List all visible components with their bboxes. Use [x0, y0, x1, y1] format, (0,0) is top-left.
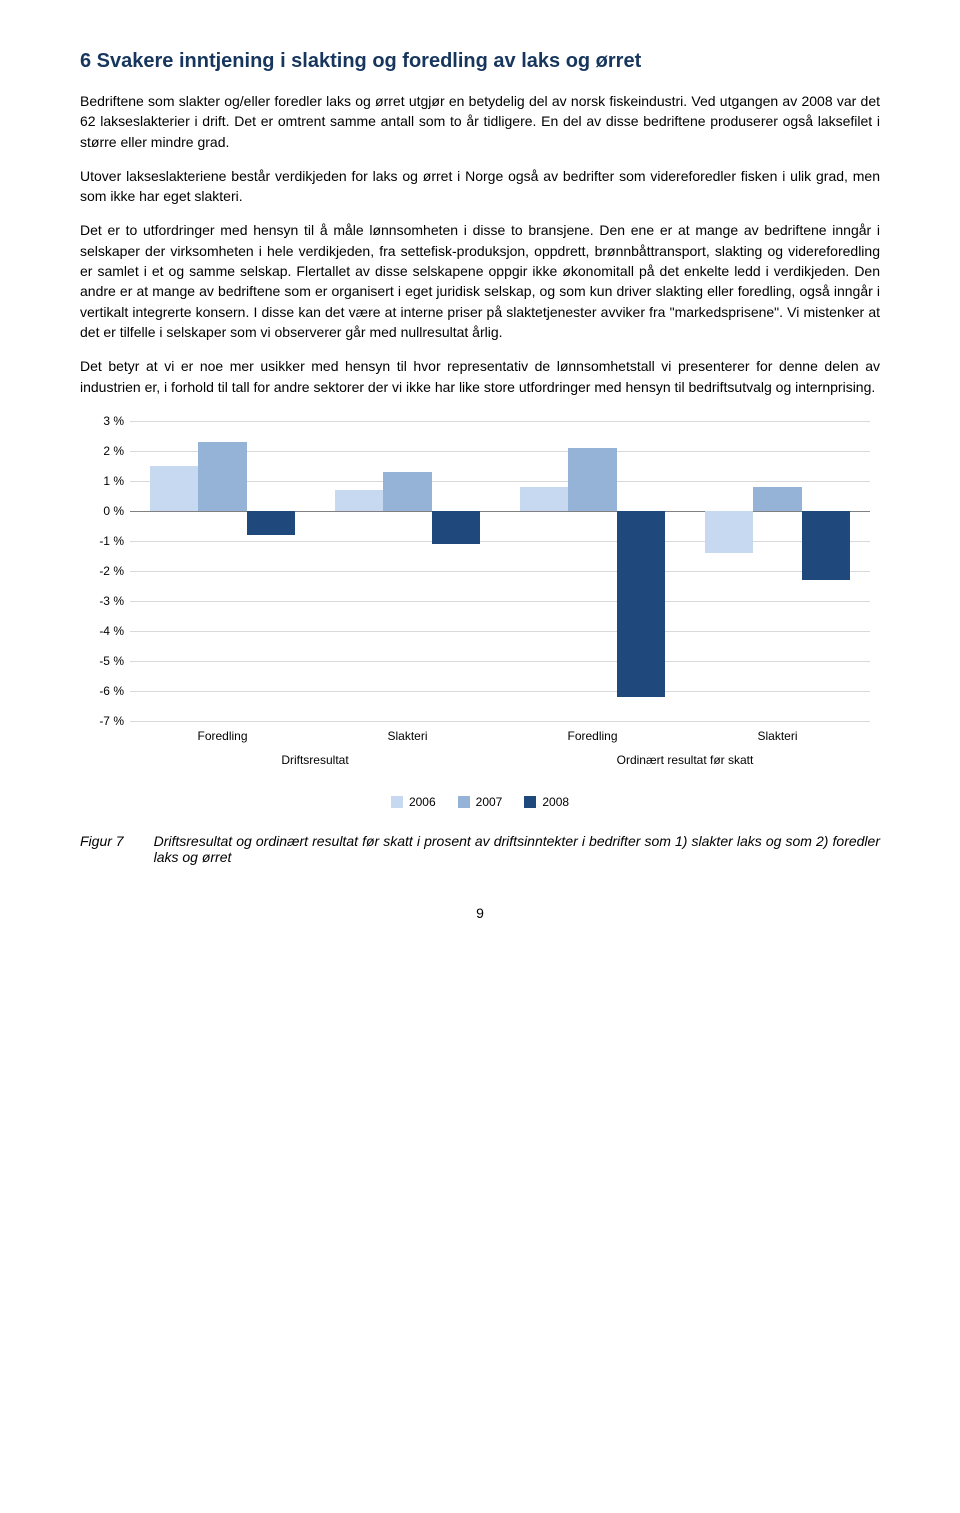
- y-axis: 3 %2 %1 %0 %-1 %-2 %-3 %-4 %-5 %-6 %-7 %: [90, 421, 130, 721]
- bar-chart: 3 %2 %1 %0 %-1 %-2 %-3 %-4 %-5 %-6 %-7 %…: [80, 421, 880, 813]
- chart-legend: 2006 2007 2008: [90, 791, 870, 813]
- x-axis-group-label: Ordinært resultat før skatt: [500, 753, 870, 767]
- y-tick-label: -6 %: [99, 684, 124, 698]
- x-axis-label: Foredling: [500, 729, 685, 743]
- bar: [198, 442, 246, 511]
- bar: [383, 472, 431, 511]
- bar: [705, 511, 753, 553]
- y-tick-label: 1 %: [103, 474, 124, 488]
- legend-swatch: [391, 796, 403, 808]
- y-tick-label: 2 %: [103, 444, 124, 458]
- bar: [150, 466, 198, 511]
- gridline: [130, 721, 870, 722]
- paragraph: Utover lakseslakteriene består verdikjed…: [80, 166, 880, 207]
- x-axis-label: Foredling: [130, 729, 315, 743]
- legend-label: 2008: [542, 795, 569, 809]
- y-tick-label: -1 %: [99, 534, 124, 548]
- bar-group: [130, 421, 315, 721]
- legend-swatch: [524, 796, 536, 808]
- y-tick-label: 0 %: [103, 504, 124, 518]
- x-axis-label: Slakteri: [315, 729, 500, 743]
- legend-item: 2007: [458, 795, 503, 809]
- bar: [568, 448, 616, 511]
- bar: [335, 490, 383, 511]
- bar-group: [500, 421, 685, 721]
- paragraph: Det betyr at vi er noe mer usikker med h…: [80, 356, 880, 397]
- section-heading: 6 Svakere inntjening i slakting og fored…: [80, 50, 880, 73]
- x-axis-group-labels: DriftsresultatOrdinært resultat før skat…: [130, 753, 870, 767]
- bar-group: [315, 421, 500, 721]
- legend-item: 2006: [391, 795, 436, 809]
- plot-area: [130, 421, 870, 721]
- paragraph: Det er to utfordringer med hensyn til å …: [80, 220, 880, 342]
- y-tick-label: 3 %: [103, 414, 124, 428]
- y-tick-label: -5 %: [99, 654, 124, 668]
- page-number: 9: [80, 905, 880, 921]
- x-axis-labels: ForedlingSlakteriForedlingSlakteri: [130, 729, 870, 743]
- bar: [802, 511, 850, 580]
- bar: [520, 487, 568, 511]
- bar: [432, 511, 480, 544]
- bar: [617, 511, 665, 697]
- x-axis-label: Slakteri: [685, 729, 870, 743]
- legend-label: 2007: [476, 795, 503, 809]
- figure-caption: Figur 7 Driftsresultat og ordinært resul…: [80, 833, 880, 865]
- bar: [247, 511, 295, 535]
- y-tick-label: -2 %: [99, 564, 124, 578]
- legend-swatch: [458, 796, 470, 808]
- figure-text: Driftsresultat og ordinært resultat før …: [154, 833, 880, 865]
- bar: [753, 487, 801, 511]
- y-tick-label: -7 %: [99, 714, 124, 728]
- x-axis-group-label: Driftsresultat: [130, 753, 500, 767]
- legend-item: 2008: [524, 795, 569, 809]
- paragraph: Bedriftene som slakter og/eller foredler…: [80, 91, 880, 152]
- y-tick-label: -3 %: [99, 594, 124, 608]
- y-tick-label: -4 %: [99, 624, 124, 638]
- legend-label: 2006: [409, 795, 436, 809]
- figure-label: Figur 7: [80, 833, 124, 865]
- bar-group: [685, 421, 870, 721]
